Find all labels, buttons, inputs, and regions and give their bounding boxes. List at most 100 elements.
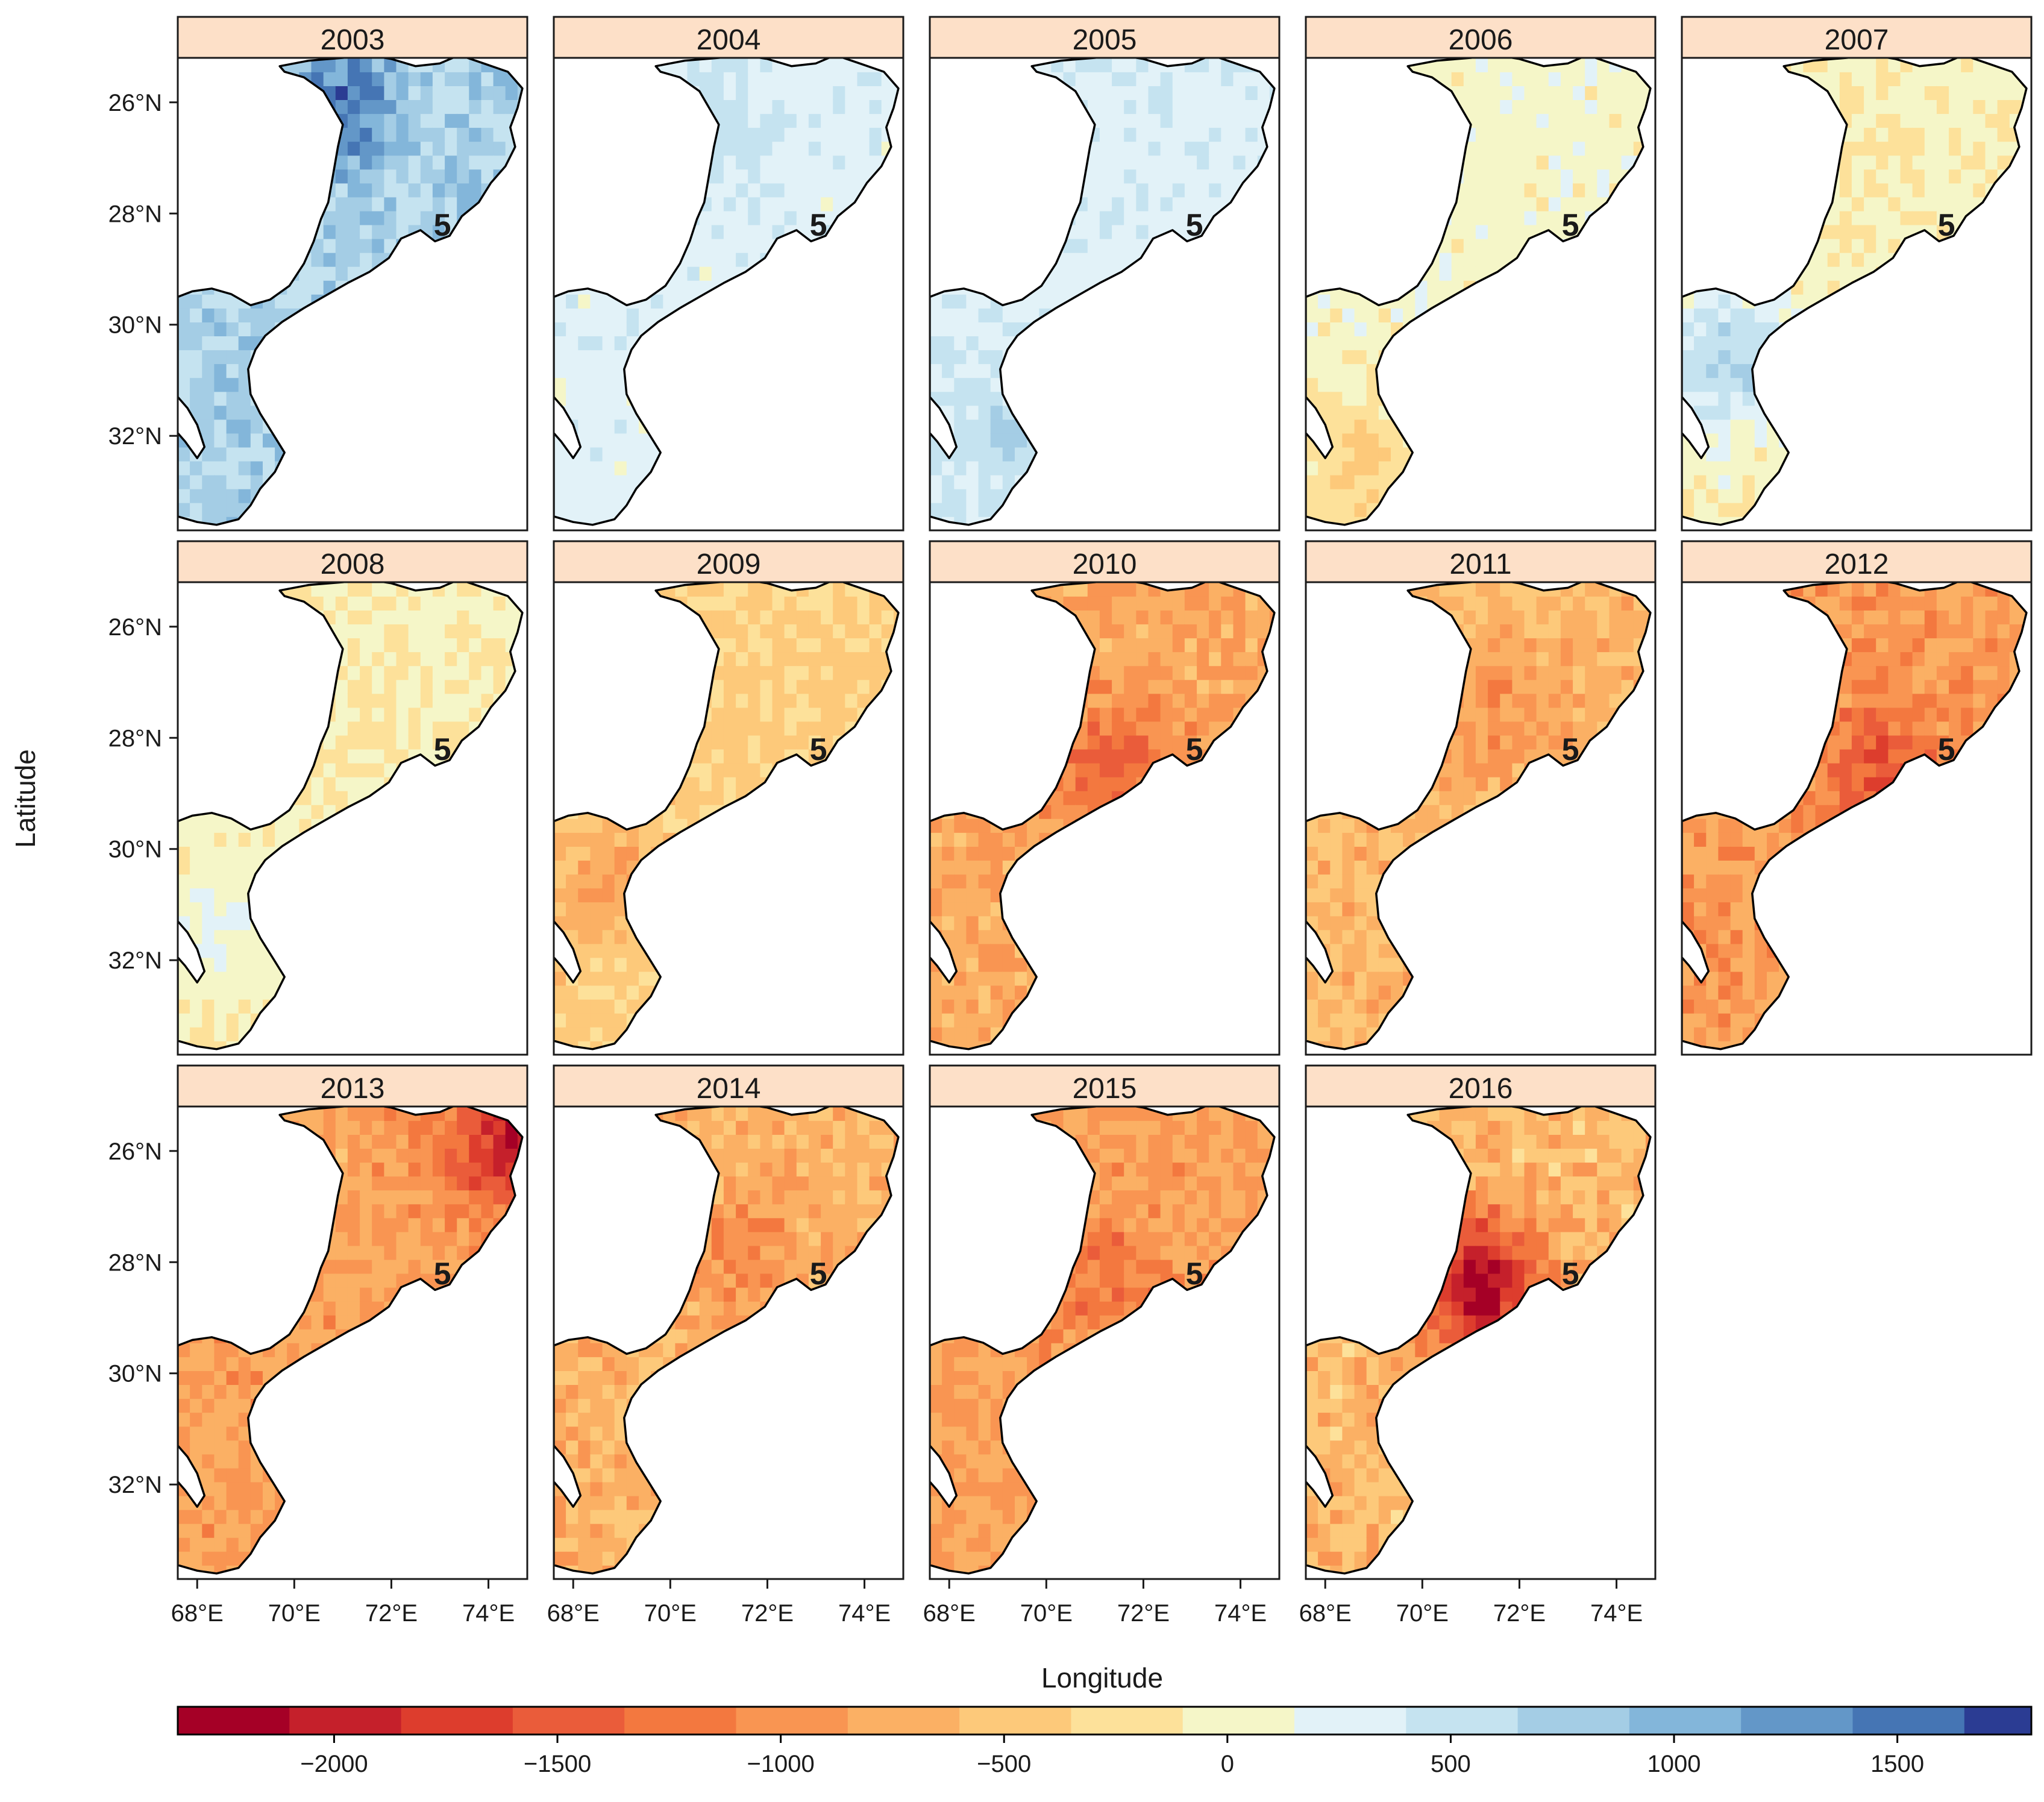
raster-cell — [578, 1398, 591, 1413]
raster-cell — [1366, 391, 1379, 406]
raster-cell — [736, 693, 748, 708]
raster-cell — [1585, 183, 1598, 198]
raster-cell — [1002, 460, 1015, 476]
raster-cell — [202, 902, 215, 917]
raster-cell — [1330, 943, 1343, 958]
raster-cell — [1063, 266, 1076, 281]
raster-cell — [1475, 127, 1488, 142]
raster-cell — [1536, 155, 1549, 170]
raster-cell — [372, 721, 385, 736]
raster-cell — [1500, 86, 1513, 100]
raster-cell — [1682, 1012, 1694, 1028]
raster-cell — [760, 58, 773, 72]
raster-cell — [1694, 832, 1707, 847]
raster-cell — [214, 1481, 227, 1496]
raster-cell — [930, 832, 942, 847]
raster-cell — [335, 582, 348, 597]
raster-cell — [1682, 488, 1694, 503]
raster-cell — [578, 1012, 591, 1028]
raster-cell — [1767, 447, 1779, 462]
raster-cell — [1803, 280, 1816, 295]
raster-cell — [857, 113, 870, 128]
raster-cell — [590, 943, 603, 958]
raster-cell — [1184, 127, 1197, 142]
raster-cell — [833, 1217, 846, 1232]
raster-cell — [1694, 391, 1707, 406]
raster-cell — [626, 985, 639, 1000]
raster-cell — [699, 1301, 712, 1316]
raster-cell — [432, 735, 445, 750]
raster-cell — [893, 610, 898, 624]
raster-cell — [263, 832, 275, 847]
raster-cell — [942, 915, 955, 931]
raster-cell — [772, 610, 785, 624]
raster-cell — [1961, 86, 1974, 100]
raster-cell — [1354, 888, 1367, 903]
raster-cell — [299, 1314, 312, 1330]
raster-cell — [833, 99, 846, 115]
raster-cell — [335, 169, 348, 184]
raster-cell — [384, 665, 397, 680]
raster-cell — [869, 1162, 882, 1177]
raster-cell — [360, 638, 372, 653]
raster-cell — [1706, 874, 1719, 889]
raster-cell — [966, 1537, 979, 1552]
raster-cell — [821, 582, 833, 597]
raster-cell — [1087, 1245, 1100, 1260]
raster-cell — [869, 1120, 882, 1135]
raster-cell — [1378, 419, 1391, 434]
raster-cell — [1742, 860, 1755, 875]
raster-cell — [1366, 943, 1379, 958]
raster-cell — [202, 502, 215, 517]
raster-cell — [1342, 1012, 1355, 1028]
raster-cell — [930, 985, 942, 1000]
raster-cell — [190, 488, 202, 503]
raster-cell — [408, 1259, 421, 1274]
raster-cell — [1330, 971, 1343, 986]
raster-cell — [1463, 266, 1476, 281]
raster-cell — [1403, 308, 1415, 322]
raster-cell — [1136, 1259, 1149, 1274]
raster-cell — [699, 1107, 712, 1121]
raster-cell — [1342, 957, 1355, 972]
raster-cell — [602, 1398, 615, 1413]
raster-cell — [1876, 127, 1889, 142]
raster-cell — [736, 86, 748, 100]
raster-cell — [1087, 169, 1100, 184]
raster-cell — [1730, 846, 1743, 861]
raster-cell — [420, 707, 433, 722]
raster-cell — [1160, 1162, 1173, 1177]
raster-cell — [602, 1454, 615, 1469]
raster-cell — [1985, 610, 1998, 624]
raster-cell — [821, 99, 833, 115]
raster-cell — [1221, 624, 1234, 639]
raster-cell — [1136, 210, 1149, 225]
raster-cell — [1087, 58, 1100, 72]
raster-cell — [190, 1537, 202, 1552]
raster-cell — [1694, 363, 1707, 378]
raster-cell — [1609, 155, 1622, 170]
raster-cell — [833, 86, 846, 100]
raster-cell — [1851, 638, 1864, 653]
raster-cell — [396, 86, 409, 100]
raster-cell — [238, 1370, 251, 1385]
raster-cell — [420, 1148, 433, 1163]
raster-cell — [335, 735, 348, 750]
raster-cell — [1536, 735, 1549, 750]
raster-cell — [1330, 502, 1343, 517]
raster-cell — [1015, 460, 1027, 476]
raster-cell — [1160, 610, 1173, 624]
raster-cell — [432, 1245, 445, 1260]
raster-cell — [651, 832, 663, 847]
raster-cell — [1512, 224, 1525, 239]
raster-cell — [1112, 1217, 1124, 1232]
raster-cell — [1172, 1245, 1185, 1260]
raster-cell — [445, 113, 457, 128]
raster-cell — [554, 999, 566, 1014]
raster-cell — [1378, 943, 1391, 958]
raster-cell — [238, 860, 251, 875]
raster-cell — [1002, 1523, 1015, 1538]
raster-cell — [554, 502, 566, 517]
raster-cell — [1475, 113, 1488, 128]
raster-cell — [323, 238, 336, 253]
